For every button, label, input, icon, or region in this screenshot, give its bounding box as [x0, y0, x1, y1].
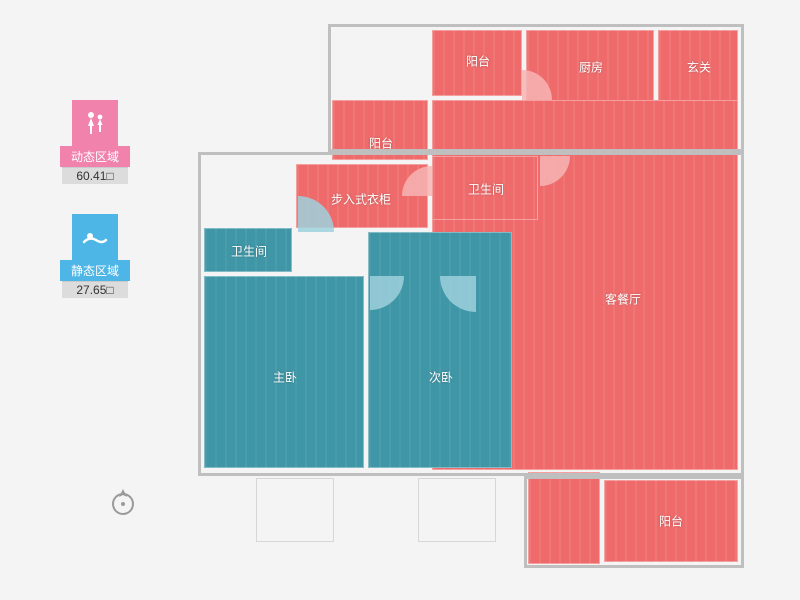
room-label: 卫生间: [231, 243, 267, 260]
room-label: 阳台: [369, 135, 393, 152]
legend-dynamic-title: 动态区域: [60, 146, 130, 167]
legend-static: 静态区域 27.65□: [60, 214, 130, 298]
legend-static-title: 静态区域: [60, 260, 130, 281]
room-ext-2: [418, 478, 496, 542]
room-walkin: 步入式衣柜: [296, 164, 428, 228]
room-bath-1: 卫生间: [432, 156, 538, 220]
room-ext-1: [256, 478, 334, 542]
room-label: 厨房: [579, 59, 603, 76]
room-balcony-bot: 阳台: [604, 480, 738, 562]
room-kitchen: 厨房: [526, 30, 654, 108]
room-living-bot: [528, 472, 600, 564]
compass-icon: [108, 486, 138, 516]
sleep-icon: [72, 214, 118, 260]
floorplan-canvas: 动态区域 60.41□ 静态区域 27.65□ 阳台厨房玄关阳台客餐厅卫生间步入…: [0, 0, 800, 600]
room-label: 主卧: [273, 369, 297, 386]
room-balcony-top-2: 阳台: [332, 100, 428, 160]
room-label: 次卧: [429, 369, 453, 386]
room-second: 次卧: [368, 232, 512, 468]
room-master: 主卧: [204, 276, 364, 468]
legend-dynamic: 动态区域 60.41□: [60, 100, 130, 184]
legend-dynamic-value: 60.41□: [62, 167, 128, 184]
room-label: 客餐厅: [605, 291, 641, 308]
room-label: 玄关: [687, 59, 711, 76]
room-balcony-top-1: 阳台: [432, 30, 522, 96]
room-label: 阳台: [466, 53, 490, 70]
room-label: 阳台: [659, 513, 683, 530]
people-icon: [72, 100, 118, 146]
room-label: 卫生间: [468, 181, 504, 198]
legend: 动态区域 60.41□ 静态区域 27.65□: [60, 100, 130, 328]
room-bath-2: 卫生间: [204, 228, 292, 272]
legend-static-value: 27.65□: [62, 281, 128, 298]
room-foyer: 玄关: [658, 30, 738, 108]
room-label: 步入式衣柜: [331, 191, 391, 208]
